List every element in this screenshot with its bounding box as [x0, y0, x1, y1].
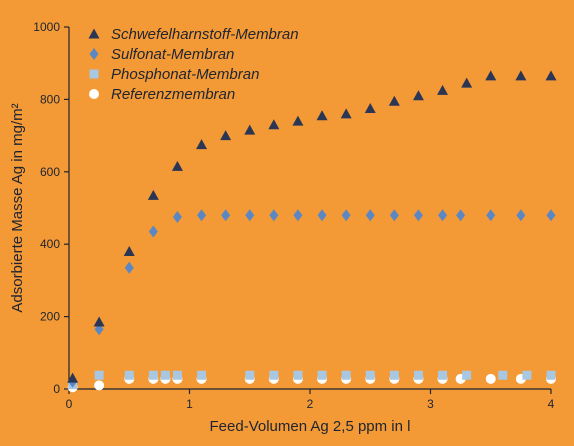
- legend-marker-circle: [89, 89, 99, 99]
- y-tick-label: 200: [40, 310, 60, 324]
- x-tick-label: 1: [186, 397, 193, 411]
- data-point-square: [197, 370, 207, 380]
- data-point-square: [148, 370, 158, 380]
- data-point-diamond: [546, 209, 556, 222]
- data-point-square: [546, 370, 556, 380]
- data-point-diamond: [456, 209, 466, 222]
- data-point-diamond: [438, 209, 448, 222]
- legend: Schwefelharnstoff-Membran Sulfonat-Membra…: [88, 26, 299, 103]
- data-point-triangle: [67, 372, 79, 383]
- data-point-square: [269, 370, 279, 380]
- tick-labels: 0 200 400 600 800 1000 0 1 2 3 4: [33, 20, 554, 411]
- data-point-triangle: [485, 70, 497, 81]
- data-point-triangle: [171, 160, 183, 171]
- data-point-triangle: [412, 90, 424, 101]
- data-point-diamond: [124, 261, 134, 274]
- data-point-square: [124, 370, 134, 380]
- data-point-square: [172, 370, 182, 380]
- legend-label: Phosphonat-Membran: [111, 66, 259, 83]
- data-point-triangle: [388, 95, 400, 106]
- data-point-diamond: [197, 209, 207, 222]
- data-points: [67, 70, 557, 393]
- data-point-circle: [94, 380, 105, 391]
- data-point-square: [522, 370, 532, 380]
- legend-marker-diamond: [89, 48, 99, 60]
- legend-label: Sulfonat-Membran: [111, 46, 234, 63]
- data-point-square: [245, 370, 255, 380]
- data-point-square: [438, 370, 448, 380]
- y-tick-label: 0: [53, 382, 60, 396]
- y-axis-title: Adsorbierte Masse Ag in mg/m²: [9, 103, 26, 312]
- data-point-triangle: [292, 115, 304, 126]
- data-point-triangle: [244, 124, 256, 135]
- data-point-circle: [485, 373, 496, 384]
- data-point-square: [365, 370, 375, 380]
- data-point-triangle: [316, 110, 328, 121]
- data-point-diamond: [317, 209, 327, 222]
- legend-marker-triangle: [88, 28, 100, 39]
- data-point-triangle: [545, 70, 557, 81]
- data-point-diamond: [172, 211, 182, 224]
- x-tick-label: 3: [427, 397, 434, 411]
- data-point-triangle: [364, 102, 376, 113]
- y-tick-label: 800: [40, 92, 60, 106]
- x-tick-label: 4: [548, 397, 555, 411]
- x-axis-title: Feed-Volumen Ag 2,5 ppm in l: [210, 418, 411, 435]
- data-point-diamond: [389, 209, 399, 222]
- x-tick-label: 2: [307, 397, 314, 411]
- x-tick-label: 0: [66, 397, 73, 411]
- y-tick-label: 400: [40, 237, 60, 251]
- y-tick-label: 600: [40, 165, 60, 179]
- data-point-diamond: [293, 209, 303, 222]
- data-point-square: [413, 370, 423, 380]
- data-point-diamond: [148, 225, 158, 238]
- data-point-diamond: [365, 209, 375, 222]
- y-tick-label: 1000: [33, 20, 60, 34]
- data-point-square: [498, 370, 508, 380]
- legend-marker-square: [89, 69, 99, 79]
- data-point-square: [160, 370, 170, 380]
- data-point-square: [389, 370, 399, 380]
- data-point-square: [293, 370, 303, 380]
- data-point-triangle: [123, 245, 135, 256]
- legend-label: Referenzmembran: [111, 86, 235, 103]
- data-point-triangle: [268, 119, 280, 130]
- data-point-triangle: [340, 108, 352, 119]
- data-point-triangle: [220, 130, 232, 141]
- data-point-diamond: [245, 209, 255, 222]
- data-point-diamond: [269, 209, 279, 222]
- data-point-triangle: [461, 77, 473, 88]
- data-point-triangle: [196, 139, 208, 150]
- data-point-triangle: [93, 316, 105, 327]
- data-point-diamond: [486, 209, 496, 222]
- legend-label: Schwefelharnstoff-Membran: [111, 26, 299, 43]
- data-point-diamond: [221, 209, 231, 222]
- data-point-triangle: [437, 84, 449, 95]
- data-point-square: [462, 370, 472, 380]
- data-point-square: [94, 370, 104, 380]
- data-point-diamond: [341, 209, 351, 222]
- data-point-square: [341, 370, 351, 380]
- data-point-triangle: [147, 189, 159, 200]
- data-point-diamond: [516, 209, 526, 222]
- data-point-square: [317, 370, 327, 380]
- data-point-triangle: [515, 70, 527, 81]
- data-point-diamond: [413, 209, 423, 222]
